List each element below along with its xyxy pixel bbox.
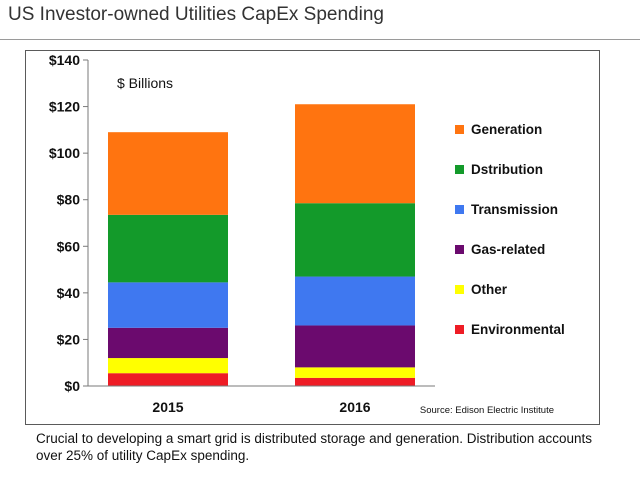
y-tick-label: $40 bbox=[57, 285, 81, 301]
bar-segment-transmission-2016 bbox=[295, 276, 415, 326]
legend-label-generation: Generation bbox=[471, 122, 542, 137]
legend-swatch-generation bbox=[455, 125, 464, 134]
legend-swatch-gas-related bbox=[455, 245, 464, 254]
bar-segment-dstribution-2016 bbox=[295, 203, 415, 277]
y-tick-label: $140 bbox=[49, 52, 80, 68]
legend-swatch-other bbox=[455, 285, 464, 294]
page-title: US Investor-owned Utilities CapEx Spendi… bbox=[8, 4, 384, 25]
source-note: Source: Edison Electric Institute bbox=[420, 405, 554, 416]
legend-label-dstribution: Dstribution bbox=[471, 162, 543, 177]
legend: Generation Dstribution Transmission Gas-rel… bbox=[455, 122, 565, 337]
bar-segment-generation-2016 bbox=[295, 104, 415, 204]
x-tick-label-2015: 2015 bbox=[152, 399, 183, 415]
legend-swatch-environmental bbox=[455, 325, 464, 334]
bar-segment-environmental-2015 bbox=[108, 373, 228, 386]
stacked-bar-chart: $0 $20 $40 $60 $80 $100 $120 $140 2015 2016 Gene… bbox=[49, 52, 565, 416]
unit-note: $ Billions bbox=[117, 75, 173, 91]
x-axis: 2015 2016 bbox=[88, 385, 435, 415]
bar-segment-generation-2015 bbox=[108, 132, 228, 215]
legend-label-transmission: Transmission bbox=[471, 202, 558, 217]
bar-segment-other-2016 bbox=[295, 367, 415, 378]
legend-swatch-transmission bbox=[455, 205, 464, 214]
y-axis: $0 $20 $40 $60 $80 $100 $120 $140 bbox=[49, 52, 89, 394]
y-tick-label: $100 bbox=[49, 145, 80, 161]
title-divider bbox=[0, 39, 640, 40]
bar-segment-other-2015 bbox=[108, 358, 228, 374]
bar-segment-transmission-2015 bbox=[108, 282, 228, 328]
legend-label-other: Other bbox=[471, 282, 508, 297]
y-tick-label: $0 bbox=[64, 378, 80, 394]
bar-segment-dstribution-2015 bbox=[108, 214, 228, 283]
y-tick-label: $120 bbox=[49, 99, 80, 115]
legend-label-environmental: Environmental bbox=[471, 322, 565, 337]
legend-label-gas-related: Gas-related bbox=[471, 242, 545, 257]
bars bbox=[108, 104, 415, 386]
bar-segment-gas-related-2015 bbox=[108, 327, 228, 359]
legend-swatch-dstribution bbox=[455, 165, 464, 174]
y-tick-label: $20 bbox=[57, 331, 81, 347]
y-tick-label: $80 bbox=[57, 192, 81, 208]
bar-segment-gas-related-2016 bbox=[295, 325, 415, 368]
bar-segment-environmental-2016 bbox=[295, 377, 415, 386]
caption: Crucial to developing a smart grid is di… bbox=[36, 431, 593, 463]
y-tick-label: $60 bbox=[57, 238, 81, 254]
x-tick-label-2016: 2016 bbox=[339, 399, 370, 415]
